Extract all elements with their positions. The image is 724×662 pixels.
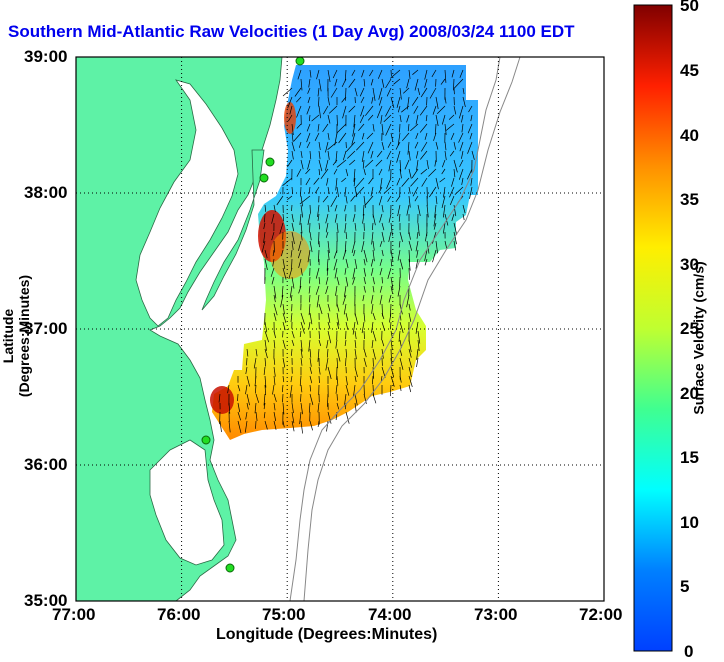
velocity-arrow: [292, 259, 293, 269]
station-marker: [202, 436, 210, 444]
colorbar-tick: 40: [680, 126, 699, 146]
colorbar-tick: 10: [680, 513, 699, 533]
velocity-arrow: [346, 214, 347, 221]
colorbar-tick: 0: [684, 642, 693, 662]
velocity-arrow: [337, 394, 338, 401]
colorbar: [634, 5, 672, 651]
velocity-arrow: [400, 124, 401, 133]
station-marker: [266, 158, 274, 166]
x-axis-label: Longitude (Degrees:Minutes): [216, 626, 437, 644]
velocity-arrow: [310, 277, 311, 284]
velocity-arrow: [346, 358, 347, 366]
velocity-arrow: [301, 394, 302, 402]
colorbar-tick: 35: [680, 190, 699, 210]
hotspot-south: [210, 386, 234, 414]
velocity-arrow: [319, 376, 320, 383]
x-tick-label: 72:00: [579, 605, 622, 625]
x-tick-label: 74:00: [368, 605, 411, 625]
velocity-arrow: [373, 358, 374, 367]
colorbar-tick: 50: [680, 0, 699, 16]
velocity-arrow: [283, 394, 284, 402]
velocity-arrow: [292, 205, 293, 211]
station-marker: [296, 57, 304, 65]
velocity-arrow: [238, 394, 239, 401]
station-marker: [226, 564, 234, 572]
velocity-arrow: [382, 277, 383, 283]
velocity-arrow: [310, 205, 311, 214]
velocity-arrow: [310, 223, 311, 232]
velocity-arrow: [256, 421, 257, 429]
y-tick-label: 36:00: [24, 455, 67, 475]
colorbar-tick: 5: [680, 577, 689, 597]
station-marker: [260, 174, 268, 182]
colorbar-label: Surface Velocity (cm/s): [691, 261, 707, 414]
x-tick-label: 73:00: [474, 605, 517, 625]
colorbar-tick: 15: [680, 448, 699, 468]
y-tick-label: 35:00: [24, 591, 67, 611]
y-tick-label: 39:00: [24, 47, 67, 67]
y-axis-label: Latitude (Degrees:Minutes): [0, 256, 32, 416]
x-tick-label: 75:00: [262, 605, 305, 625]
x-tick-label: 76:00: [157, 605, 200, 625]
y-tick-label: 38:00: [24, 183, 67, 203]
colorbar-tick: 45: [680, 61, 699, 81]
hotspot-medium: [270, 231, 310, 279]
velocity-arrow: [247, 358, 248, 365]
